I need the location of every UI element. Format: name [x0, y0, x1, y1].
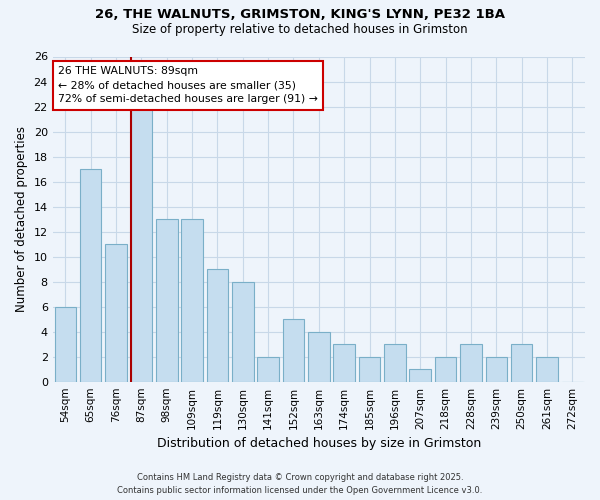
Text: Contains HM Land Registry data © Crown copyright and database right 2025.
Contai: Contains HM Land Registry data © Crown c…	[118, 474, 482, 495]
X-axis label: Distribution of detached houses by size in Grimston: Distribution of detached houses by size …	[157, 437, 481, 450]
Bar	[156, 219, 178, 382]
Bar	[181, 219, 203, 382]
Bar	[435, 356, 457, 382]
Text: 26 THE WALNUTS: 89sqm
← 28% of detached houses are smaller (35)
72% of semi-deta: 26 THE WALNUTS: 89sqm ← 28% of detached …	[58, 66, 318, 104]
Bar	[511, 344, 532, 382]
Bar	[536, 356, 558, 382]
Bar	[485, 356, 507, 382]
Bar	[283, 319, 304, 382]
Bar	[257, 356, 279, 382]
Y-axis label: Number of detached properties: Number of detached properties	[15, 126, 28, 312]
Bar	[384, 344, 406, 382]
Text: 26, THE WALNUTS, GRIMSTON, KING'S LYNN, PE32 1BA: 26, THE WALNUTS, GRIMSTON, KING'S LYNN, …	[95, 8, 505, 20]
Bar	[334, 344, 355, 382]
Bar	[80, 169, 101, 382]
Bar	[55, 306, 76, 382]
Bar	[206, 269, 228, 382]
Bar	[308, 332, 329, 382]
Bar	[409, 369, 431, 382]
Bar	[232, 282, 254, 382]
Text: Size of property relative to detached houses in Grimston: Size of property relative to detached ho…	[132, 22, 468, 36]
Bar	[359, 356, 380, 382]
Bar	[460, 344, 482, 382]
Bar	[105, 244, 127, 382]
Bar	[131, 106, 152, 382]
